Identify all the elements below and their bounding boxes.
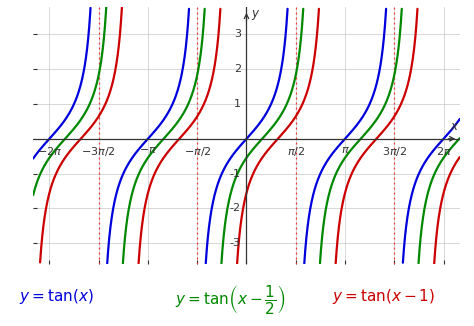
Text: $\pi/2$: $\pi/2$ <box>287 145 305 158</box>
Text: $-2\pi$: $-2\pi$ <box>37 145 62 157</box>
Text: $-\pi/2$: $-\pi/2$ <box>183 145 211 158</box>
Text: 3: 3 <box>234 29 241 39</box>
Text: $y$: $y$ <box>251 8 261 22</box>
Text: $y = \tan\!\left(x - \dfrac{1}{2}\right)$: $y = \tan\!\left(x - \dfrac{1}{2}\right)… <box>175 283 286 316</box>
Text: $-3\pi/2$: $-3\pi/2$ <box>82 145 116 158</box>
Text: -2: -2 <box>230 203 241 214</box>
Text: 2: 2 <box>234 64 241 74</box>
Text: $\pi$: $\pi$ <box>341 145 349 155</box>
Text: $3\pi/2$: $3\pi/2$ <box>382 145 407 158</box>
Text: $x$: $x$ <box>450 120 460 132</box>
Text: $y = \tan(x - 1)$: $y = \tan(x - 1)$ <box>332 288 435 306</box>
Text: $y = \tan(x)$: $y = \tan(x)$ <box>19 288 94 306</box>
Text: -3: -3 <box>230 238 241 248</box>
Text: $2\pi$: $2\pi$ <box>436 145 452 157</box>
Text: 1: 1 <box>234 99 241 109</box>
Text: $-\pi$: $-\pi$ <box>139 145 157 155</box>
Text: -1: -1 <box>230 169 241 179</box>
